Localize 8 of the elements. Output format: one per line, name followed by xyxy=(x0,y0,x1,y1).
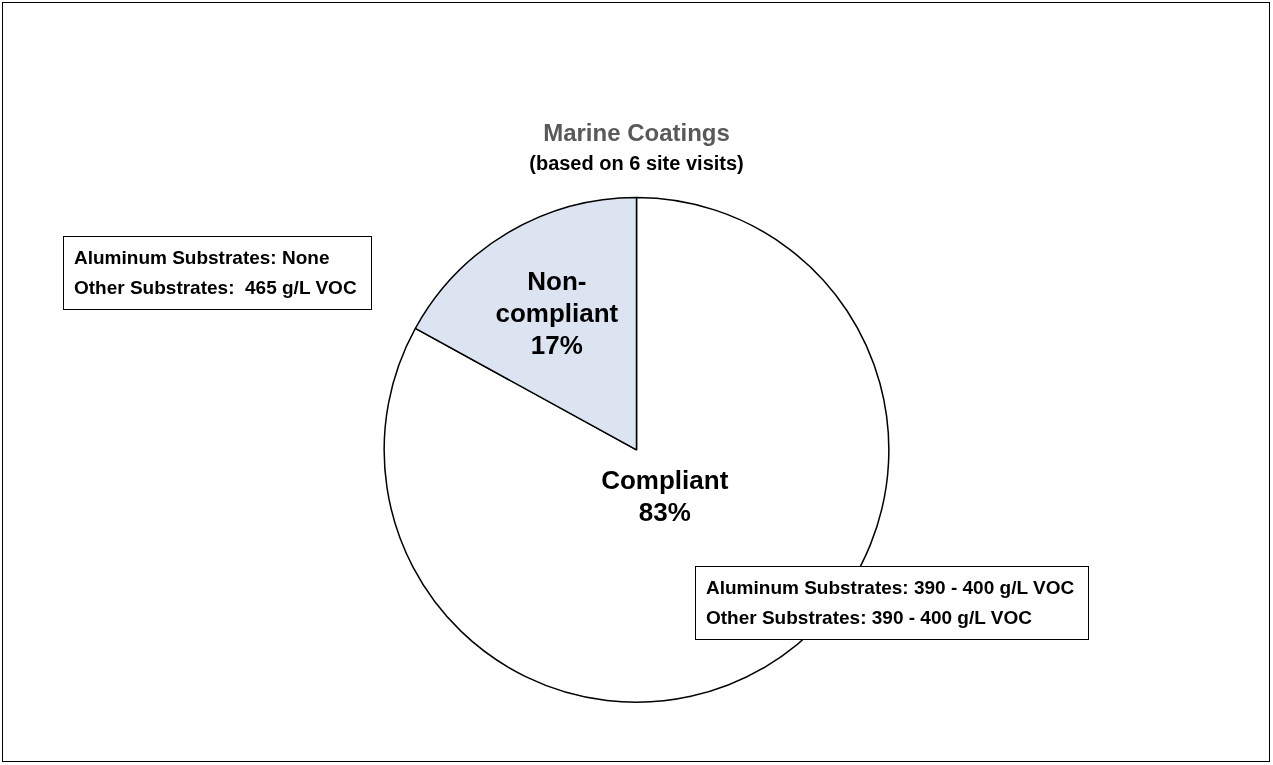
slice-label: Non-compliant xyxy=(495,266,619,329)
chart-subtitle: (based on 6 site visits) xyxy=(529,152,744,175)
data-label: 83% xyxy=(638,496,691,527)
text: Aluminum Substrates: None Other Substrates: 465 g/L VOC xyxy=(63,236,372,310)
text: Aluminum Substrates: 390 - 400 g/L VOC Other Substrates: 390 - 400 g/L VOC xyxy=(695,566,1090,640)
chart-title: Marine Coatings xyxy=(543,119,730,147)
data-label: 17% xyxy=(530,330,583,361)
slice-label: Compliant xyxy=(601,464,729,495)
